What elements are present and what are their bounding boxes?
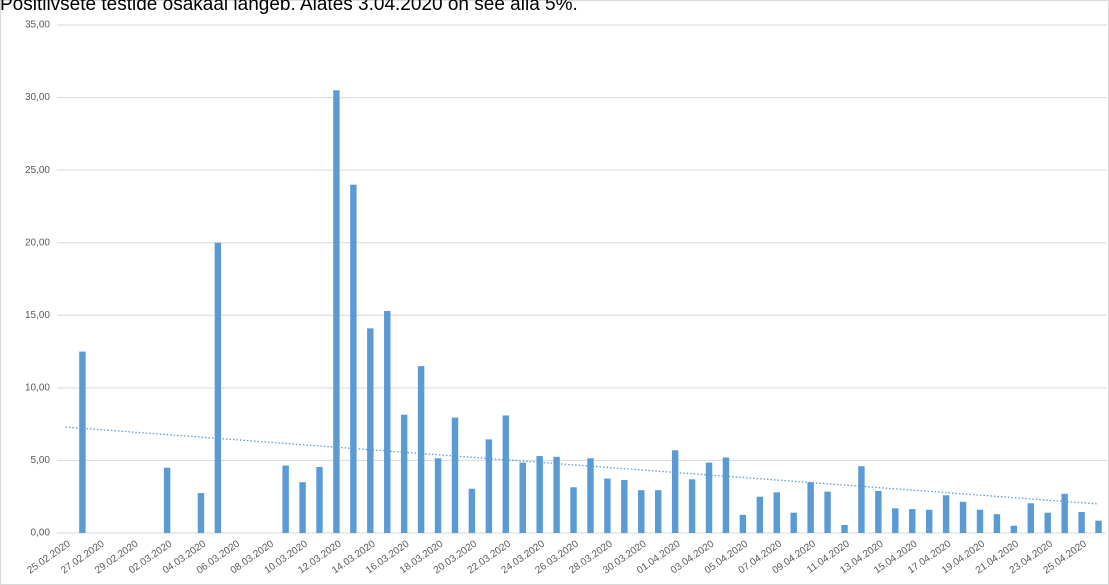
bar: [909, 509, 916, 533]
bar: [773, 492, 780, 533]
bar: [350, 184, 357, 533]
bar: [536, 456, 543, 533]
bar: [79, 351, 86, 533]
bar: [1078, 511, 1085, 533]
bar: [925, 509, 933, 533]
bar: [553, 456, 560, 533]
bar: [858, 466, 865, 533]
bar: [367, 328, 374, 533]
y-tick-label: 10,00: [25, 382, 50, 393]
bar: [705, 462, 713, 533]
bar: [604, 478, 611, 533]
bar: [756, 496, 764, 533]
bar: [621, 480, 628, 533]
bar: [790, 512, 797, 533]
bar: [1095, 520, 1102, 533]
bar: [824, 491, 831, 533]
bar: [400, 414, 408, 533]
bar: [197, 493, 205, 533]
bar: [502, 415, 510, 533]
bar: [654, 490, 662, 533]
bar: [841, 525, 848, 533]
y-tick-label: 5,00: [31, 455, 51, 466]
bar: [1027, 503, 1035, 533]
bar: [959, 501, 967, 533]
y-tick-label: 20,00: [25, 237, 50, 248]
bar: [671, 450, 679, 533]
trendline: [65, 426, 1099, 505]
y-tick-label: 25,00: [25, 165, 50, 176]
bar: [1061, 493, 1068, 533]
bar: [739, 514, 747, 533]
y-tick-label: 35,00: [25, 20, 50, 31]
bar: [163, 467, 171, 533]
bar: [485, 439, 493, 533]
bar: [1044, 512, 1051, 533]
bar: [214, 242, 222, 533]
bar: [875, 490, 882, 533]
y-tick-label: 30,00: [25, 92, 50, 103]
bar: [451, 417, 459, 533]
bar: [434, 458, 442, 533]
bar: [282, 465, 289, 533]
bar: [807, 482, 814, 533]
bar: [993, 514, 1001, 533]
bar: [942, 495, 950, 533]
bar: [638, 490, 645, 533]
bar: [384, 310, 391, 533]
y-tick-label: 0,00: [31, 528, 51, 539]
bar: [892, 508, 899, 533]
bar: [333, 90, 340, 534]
bar: [417, 366, 425, 533]
y-tick-label: 15,00: [25, 310, 50, 321]
bar: [316, 466, 323, 533]
bar: [722, 457, 730, 533]
bar: [1010, 525, 1018, 533]
bar: [519, 462, 526, 533]
bar: [299, 482, 306, 533]
bar: [688, 479, 696, 533]
chart-title: Positiivsete testide osakaal langeb. Ala…: [0, 0, 578, 15]
bar: [976, 509, 984, 533]
bar: [468, 488, 476, 533]
bar: [587, 458, 594, 533]
bar: [570, 487, 577, 533]
